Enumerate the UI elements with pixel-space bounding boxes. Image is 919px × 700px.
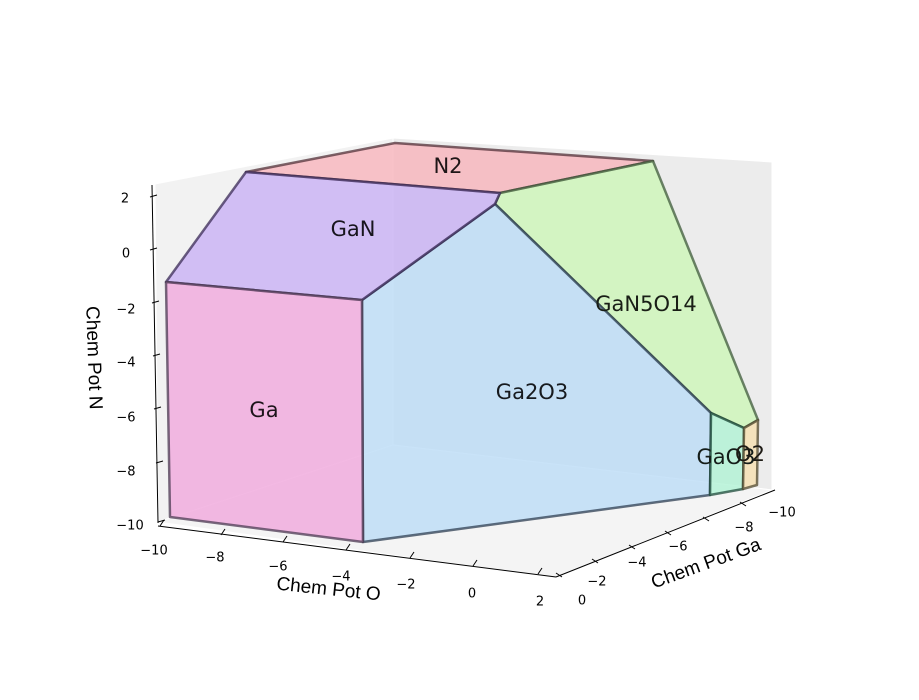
region-gan <box>164 170 502 302</box>
y-tick-label: −8 <box>734 521 753 536</box>
y-tick-label: −10 <box>768 506 795 521</box>
z-tick-label: 0 <box>122 247 130 262</box>
x-tick-label: −4 <box>331 570 350 585</box>
tick-marks <box>149 194 747 578</box>
x-tick-label: −2 <box>396 578 415 593</box>
y-tick-mark <box>739 501 747 507</box>
z-tick-label: −10 <box>116 519 143 534</box>
x-tick-label: −10 <box>140 544 167 559</box>
z-tick-mark <box>155 460 164 464</box>
x-tick-label: 2 <box>536 595 544 610</box>
region-label-ga: Ga <box>249 398 278 422</box>
y-tick-label: −4 <box>627 556 646 571</box>
region-label-n2: N2 <box>433 154 462 178</box>
z-tick-label: −6 <box>116 411 135 426</box>
x-tick-label: −6 <box>268 560 287 575</box>
x-axis-line <box>157 525 557 578</box>
region-label-o2: O2 <box>735 442 765 466</box>
z-tick-label: 2 <box>121 192 129 207</box>
phase-regions <box>164 141 760 544</box>
x-axis-label: Chem Pot O <box>275 574 381 606</box>
region-label-ga2o3: Ga2O3 <box>496 380 568 404</box>
x-tick-mark <box>472 559 478 567</box>
z-tick-mark <box>151 300 160 304</box>
y-tick-label: 0 <box>578 594 586 609</box>
x-tick-mark <box>345 543 351 551</box>
x-tick-label: 0 <box>468 587 476 602</box>
z-tick-mark <box>152 353 161 357</box>
y-axis-line <box>555 489 776 578</box>
x-tick-mark <box>220 528 226 536</box>
z-tick-label: −8 <box>116 465 135 480</box>
y-tick-label: −6 <box>668 540 687 555</box>
region-ga <box>164 280 365 544</box>
y-tick-mark <box>628 544 636 550</box>
x-tick-mark <box>159 519 165 527</box>
z-tick-label: −2 <box>116 303 135 318</box>
x-tick-mark <box>537 567 543 575</box>
z-tick-label: −4 <box>116 356 135 371</box>
axis-lines <box>151 184 776 578</box>
x-tick-label: −8 <box>205 551 224 566</box>
region-label-gan: GaN <box>331 217 376 241</box>
z-tick-mark <box>149 194 158 198</box>
region-o2 <box>741 418 760 491</box>
region-label-gan5o14: GaN5O14 <box>595 292 696 316</box>
z-axis-line <box>151 184 159 524</box>
z-tick-mark <box>153 406 162 410</box>
y-tick-mark <box>702 516 710 522</box>
x-tick-mark <box>409 551 415 559</box>
region-label-gao3: GaO3 <box>696 445 755 469</box>
x-tick-mark <box>282 535 288 543</box>
z-axis-label: Chem Pot N <box>81 306 106 410</box>
y-tick-mark <box>591 558 599 564</box>
z-tick-mark <box>149 247 158 251</box>
y-axis-label: Chem Pot Ga <box>648 534 764 593</box>
z-tick-mark <box>157 519 166 523</box>
y-tick-label: −2 <box>587 575 606 590</box>
y-tick-mark <box>555 572 563 578</box>
y-tick-mark <box>664 530 672 536</box>
